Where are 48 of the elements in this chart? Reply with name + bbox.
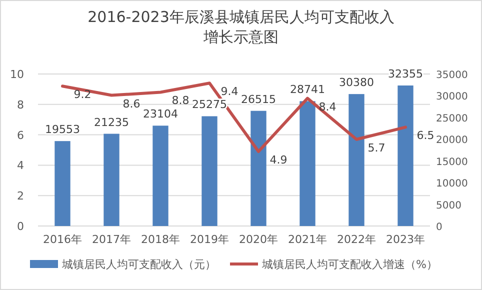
x-tick-label: 2019年 [190,233,229,246]
data-label: 9.2 [74,88,92,102]
bar [398,85,414,226]
bar [348,94,364,226]
x-tick-label: 2017年 [92,233,131,246]
data-label: 4.9 [270,154,288,167]
data-label: 6.5 [416,129,434,142]
y2-tick-label: 15000 [436,156,468,168]
x-tick-label: 2020年 [239,233,278,246]
y-tick-label: 10 [10,68,24,81]
y2-tick-label: 20000 [436,135,468,146]
y-tick-label: 4 [17,159,24,172]
bar [104,134,120,226]
bar [54,141,70,226]
y2-tick-label: 25000 [436,113,468,124]
legend-label: 城镇居民人均可支配收入（元） [61,258,216,271]
data-label: 21235 [94,116,129,129]
y-tick-label: 0 [17,220,24,233]
data-label: 8.8 [172,94,190,108]
x-tick-label: 2016年 [43,233,82,246]
data-label: 5.7 [368,141,386,154]
y-tick-label: 2 [17,190,24,203]
x-tick-label: 2021年 [288,233,327,246]
y2-tick-label: 10000 [436,178,468,190]
bar [152,126,168,226]
data-label: 28741 [290,83,325,96]
data-label: 19553 [45,123,80,136]
x-tick-label: 2023年 [386,233,425,246]
chart-title: 2016-2023年辰溪县城镇居民人均可支配收入增长示意图 [88,8,394,46]
y-tick-label: 8 [17,98,24,112]
y-tick-label: 6 [17,128,24,142]
y2-tick-label: 35000 [436,70,468,81]
data-label: 26515 [241,92,276,106]
bar [250,110,266,226]
y2-tick-label: 0 [436,222,442,233]
legend-label: 城镇居民人均可支配收入增速（%） [261,258,438,271]
data-label: 30380 [339,76,374,90]
data-label: 9.4 [220,85,238,98]
x-tick-label: 2022年 [337,233,376,246]
data-label: 23104 [143,108,178,121]
x-tick-label: 2018年 [141,233,180,246]
bar [202,116,218,226]
y2-tick-label: 5000 [436,200,462,212]
data-label: 8.4 [318,100,336,114]
data-label: 8.6 [122,97,140,110]
data-label: 32355 [388,67,423,80]
y2-tick-label: 30000 [436,92,468,103]
bar [300,101,316,226]
